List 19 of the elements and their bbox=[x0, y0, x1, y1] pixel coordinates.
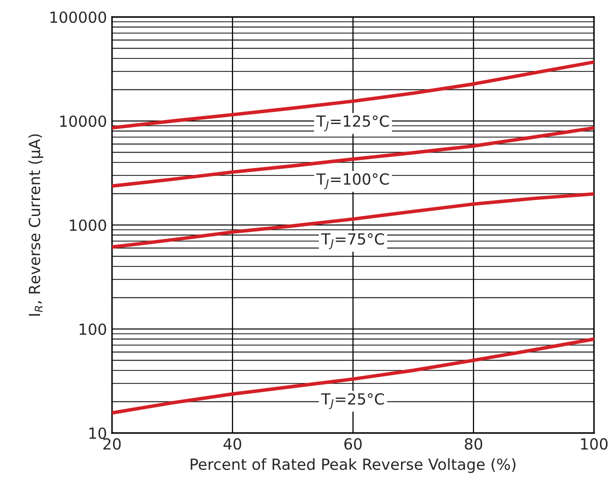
x-tick-label: 20 bbox=[103, 438, 121, 450]
series-label: T$_{J}$=100°C bbox=[316, 173, 389, 190]
y-axis-title: I$_{R}$, Reverse Current (µA) bbox=[28, 134, 44, 316]
x-tick-label: 40 bbox=[224, 438, 242, 450]
series-label: T$_{J}$=25°C bbox=[321, 393, 384, 410]
line-series bbox=[112, 192, 594, 249]
y-tick-label: 100000 bbox=[50, 11, 106, 24]
x-axis-title: Percent of Rated Peak Reverse Voltage (%) bbox=[190, 458, 516, 473]
series-label: T$_{J}$=75°C bbox=[321, 233, 384, 250]
y-tick-label: 1000 bbox=[70, 219, 106, 232]
line-series bbox=[112, 60, 594, 130]
x-tick-label: 80 bbox=[464, 438, 482, 450]
series-label: T$_{J}$=125°C bbox=[316, 115, 389, 132]
y-tick-label: 10 bbox=[89, 427, 106, 440]
y-tick-label: 10000 bbox=[60, 115, 106, 128]
x-tick-label: 60 bbox=[344, 438, 362, 450]
line-series bbox=[112, 337, 594, 415]
x-tick-label: 100 bbox=[581, 438, 608, 450]
y-tick-label: 100 bbox=[80, 323, 106, 336]
